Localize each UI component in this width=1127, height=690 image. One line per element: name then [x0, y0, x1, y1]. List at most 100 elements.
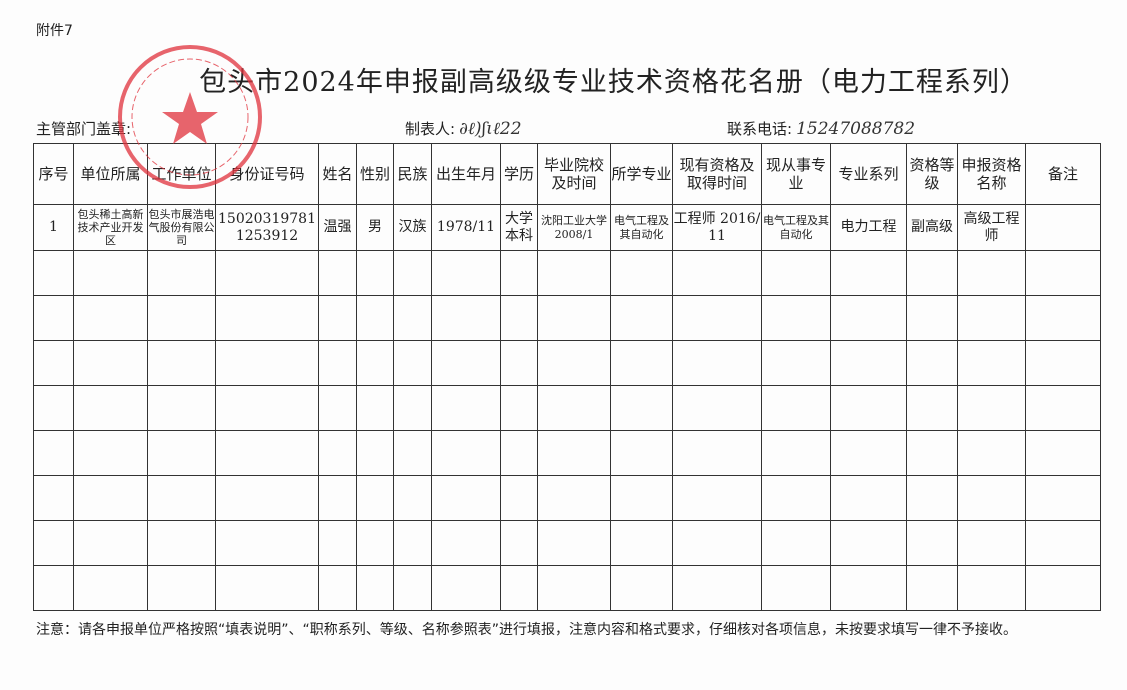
- preparer-signature: ∂ℓ)ʃιℓ22: [459, 119, 522, 139]
- empty-cell: [147, 385, 216, 431]
- empty-cell: [537, 520, 611, 566]
- empty-cell: [672, 250, 762, 296]
- document-title: 包头市2024年申报副高级级专业技术资格花名册（电力工程系列）: [199, 67, 1028, 98]
- header-cell: 毕业院校及时间: [537, 143, 611, 205]
- empty-cell: [215, 520, 319, 566]
- empty-cell: [1025, 295, 1101, 341]
- empty-cell: [356, 475, 394, 521]
- empty-cell: [1025, 520, 1101, 566]
- empty-cell: [215, 430, 319, 476]
- header-cell: 学历: [500, 143, 538, 205]
- empty-cell: [537, 250, 611, 296]
- table-cell: 大学本科: [500, 204, 538, 251]
- header-cell: 单位所属: [73, 143, 148, 205]
- empty-cell: [957, 520, 1026, 566]
- empty-cell: [393, 565, 432, 611]
- empty-cell: [33, 295, 74, 341]
- empty-cell: [830, 565, 907, 611]
- empty-cell: [1025, 565, 1101, 611]
- empty-cell: [73, 295, 148, 341]
- empty-cell: [1025, 250, 1101, 296]
- empty-cell: [393, 475, 432, 521]
- empty-cell: [431, 565, 501, 611]
- empty-cell: [318, 295, 357, 341]
- table-cell: [1025, 204, 1101, 251]
- empty-cell: [431, 430, 501, 476]
- empty-cell: [33, 565, 74, 611]
- header-row: 序号 单位所属 工作单位 身份证号码 姓名 性别 民族 出生年月 学历 毕业院校及时间 所学专业 现有…: [33, 143, 1101, 205]
- empty-cell: [147, 250, 216, 296]
- table-cell: 男: [356, 204, 394, 251]
- table-row: 1 包头稀土高新技术产业开发区 包头市展浩电气股份有限公司 1502031978112…: [33, 204, 1101, 251]
- empty-cell: [761, 250, 831, 296]
- empty-cell: [356, 520, 394, 566]
- empty-cell: [33, 475, 74, 521]
- empty-cell: [393, 385, 432, 431]
- empty-cell: [957, 340, 1026, 386]
- empty-cell: [500, 340, 538, 386]
- table-cell: 1: [33, 204, 74, 251]
- blank-row: [33, 295, 1101, 341]
- table-cell: 副高级: [906, 204, 958, 251]
- empty-cell: [33, 250, 74, 296]
- empty-cell: [215, 250, 319, 296]
- footnote: 注意：请各申报单位严格按照“填表说明”、“职称系列、等级、名称参照表”进行填报，…: [36, 622, 1018, 638]
- blank-row: [33, 565, 1101, 611]
- empty-cell: [147, 565, 216, 611]
- empty-cell: [906, 295, 958, 341]
- header-cell: 备注: [1025, 143, 1101, 205]
- empty-cell: [906, 520, 958, 566]
- empty-cell: [215, 385, 319, 431]
- blank-row: [33, 340, 1101, 386]
- empty-cell: [318, 430, 357, 476]
- header-cell: 身份证号码: [215, 143, 319, 205]
- table-cell: 电气工程及其自动化: [761, 204, 831, 251]
- header-cell: 申报资格名称: [957, 143, 1026, 205]
- empty-cell: [830, 385, 907, 431]
- empty-cell: [906, 250, 958, 296]
- empty-cell: [73, 430, 148, 476]
- blank-row: [33, 250, 1101, 296]
- header-cell: 序号: [33, 143, 74, 205]
- empty-cell: [73, 250, 148, 296]
- empty-cell: [356, 250, 394, 296]
- empty-cell: [761, 385, 831, 431]
- header-cell: 性别: [356, 143, 394, 205]
- empty-cell: [215, 565, 319, 611]
- empty-cell: [356, 385, 394, 431]
- empty-cell: [431, 385, 501, 431]
- table-cell: 包头市展浩电气股份有限公司: [147, 204, 216, 251]
- table-cell: 1978/11: [431, 204, 501, 251]
- empty-cell: [906, 565, 958, 611]
- header-cell: 民族: [393, 143, 432, 205]
- empty-cell: [431, 475, 501, 521]
- empty-cell: [537, 565, 611, 611]
- header-cell: 现有资格及取得时间: [672, 143, 762, 205]
- empty-cell: [906, 475, 958, 521]
- blank-row: [33, 385, 1101, 431]
- attachment-label: 附件7: [36, 23, 73, 39]
- empty-cell: [393, 430, 432, 476]
- empty-cell: [672, 385, 762, 431]
- table-cell: 沈阳工业大学2008/1: [537, 204, 611, 251]
- empty-cell: [73, 565, 148, 611]
- empty-cell: [610, 475, 673, 521]
- empty-cell: [215, 340, 319, 386]
- empty-cell: [500, 385, 538, 431]
- empty-cell: [73, 340, 148, 386]
- empty-cell: [672, 565, 762, 611]
- empty-cell: [830, 250, 907, 296]
- empty-cell: [393, 520, 432, 566]
- empty-cell: [761, 340, 831, 386]
- empty-cell: [318, 520, 357, 566]
- table-cell: 包头稀土高新技术产业开发区: [73, 204, 148, 251]
- table-cell: 电力工程: [830, 204, 907, 251]
- empty-cell: [906, 340, 958, 386]
- empty-cell: [1025, 430, 1101, 476]
- empty-cell: [431, 295, 501, 341]
- empty-cell: [672, 340, 762, 386]
- roster-table: 序号 单位所属 工作单位 身份证号码 姓名 性别 民族 出生年月 学历 毕业院校及时间 所学专业 现有…: [33, 143, 1101, 611]
- empty-cell: [1025, 385, 1101, 431]
- empty-cell: [906, 430, 958, 476]
- preparer-field: 制表人: ∂ℓ)ʃιℓ22: [405, 118, 522, 139]
